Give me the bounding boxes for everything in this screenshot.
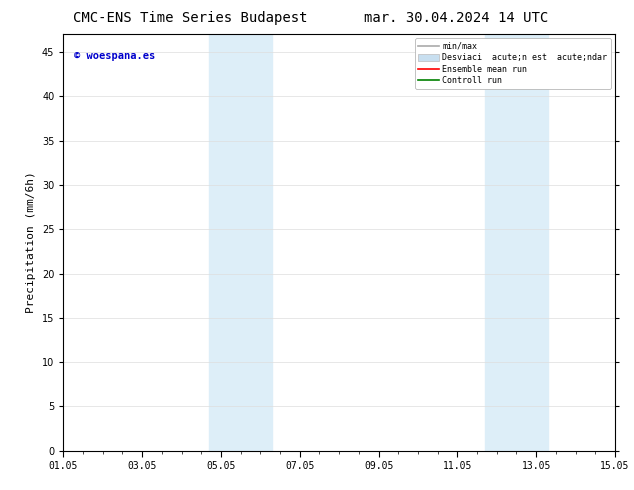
Text: mar. 30.04.2024 14 UTC: mar. 30.04.2024 14 UTC <box>365 11 548 25</box>
Legend: min/max, Desviaci  acute;n est  acute;ndar, Ensemble mean run, Controll run: min/max, Desviaci acute;n est acute;ndar… <box>415 39 611 89</box>
Bar <box>209 34 272 451</box>
Y-axis label: Precipitation (mm/6h): Precipitation (mm/6h) <box>27 172 36 314</box>
Text: © woespana.es: © woespana.es <box>74 51 156 61</box>
Bar <box>485 34 548 451</box>
Text: CMC-ENS Time Series Budapest: CMC-ENS Time Series Budapest <box>73 11 307 25</box>
